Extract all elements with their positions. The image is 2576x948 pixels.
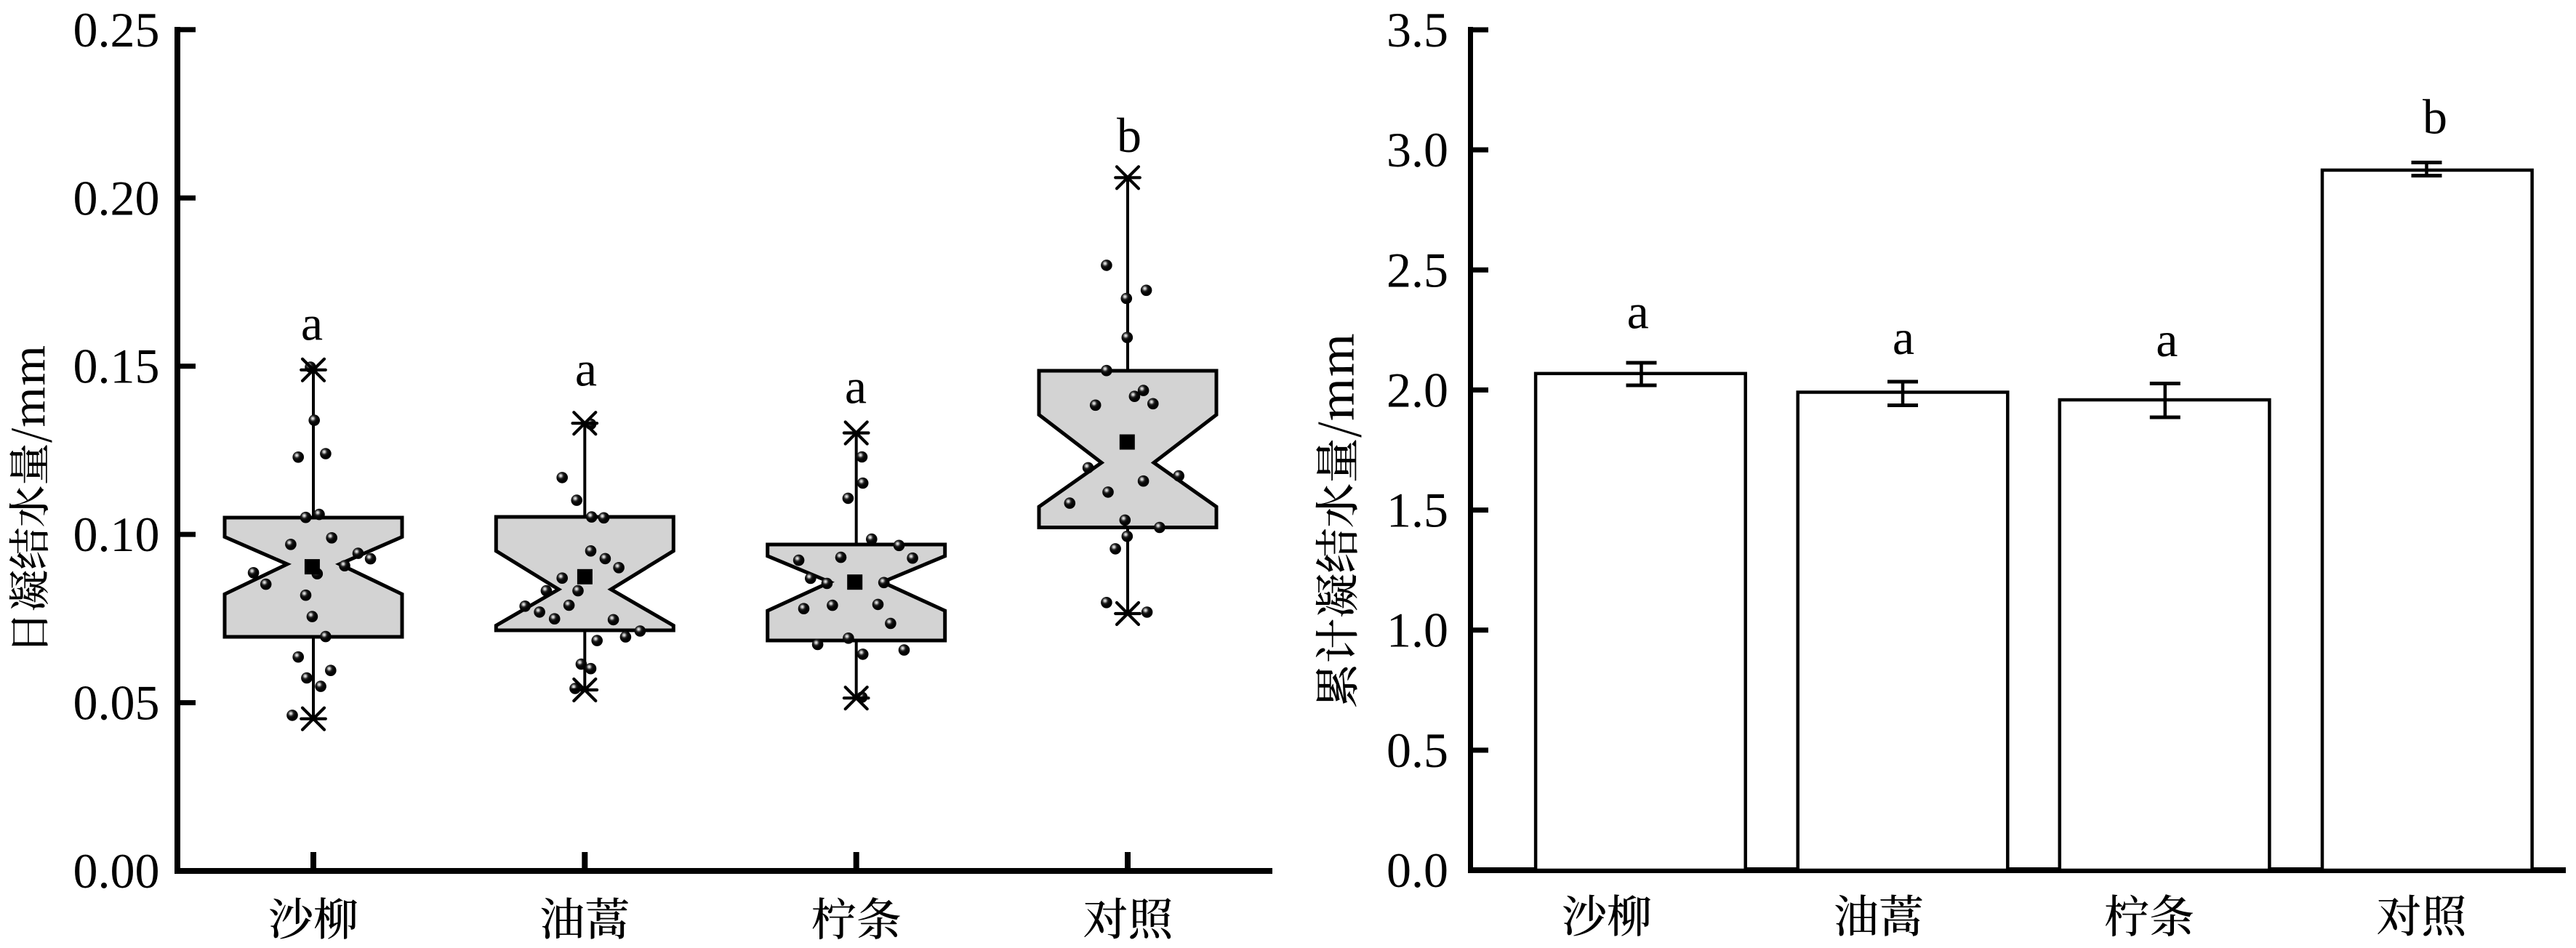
svg-text:0.20: 0.20: [73, 170, 160, 225]
svg-text:a: a: [2156, 312, 2178, 367]
svg-text:1.0: 1.0: [1387, 603, 1448, 658]
svg-text:1.5: 1.5: [1387, 483, 1448, 538]
svg-text:0.0: 0.0: [1387, 843, 1448, 898]
svg-text:3.5: 3.5: [1387, 2, 1448, 57]
svg-text:a: a: [575, 342, 597, 397]
svg-text:2.0: 2.0: [1387, 362, 1448, 417]
svg-text:3.0: 3.0: [1387, 122, 1448, 177]
svg-text:0.15: 0.15: [73, 339, 160, 394]
svg-text:2.5: 2.5: [1387, 242, 1448, 297]
svg-text:0.10: 0.10: [73, 507, 160, 562]
svg-text:a: a: [301, 296, 323, 351]
svg-text:0.05: 0.05: [73, 675, 160, 731]
svg-text:0.5: 0.5: [1387, 723, 1448, 778]
svg-text:a: a: [1627, 284, 1649, 340]
svg-text:0.25: 0.25: [73, 2, 160, 57]
svg-text:0.00: 0.00: [73, 843, 160, 899]
svg-text:a: a: [845, 359, 867, 414]
svg-text:b: b: [2423, 89, 2447, 144]
svg-text:b: b: [1117, 108, 1141, 163]
svg-text:a: a: [1893, 310, 1914, 365]
